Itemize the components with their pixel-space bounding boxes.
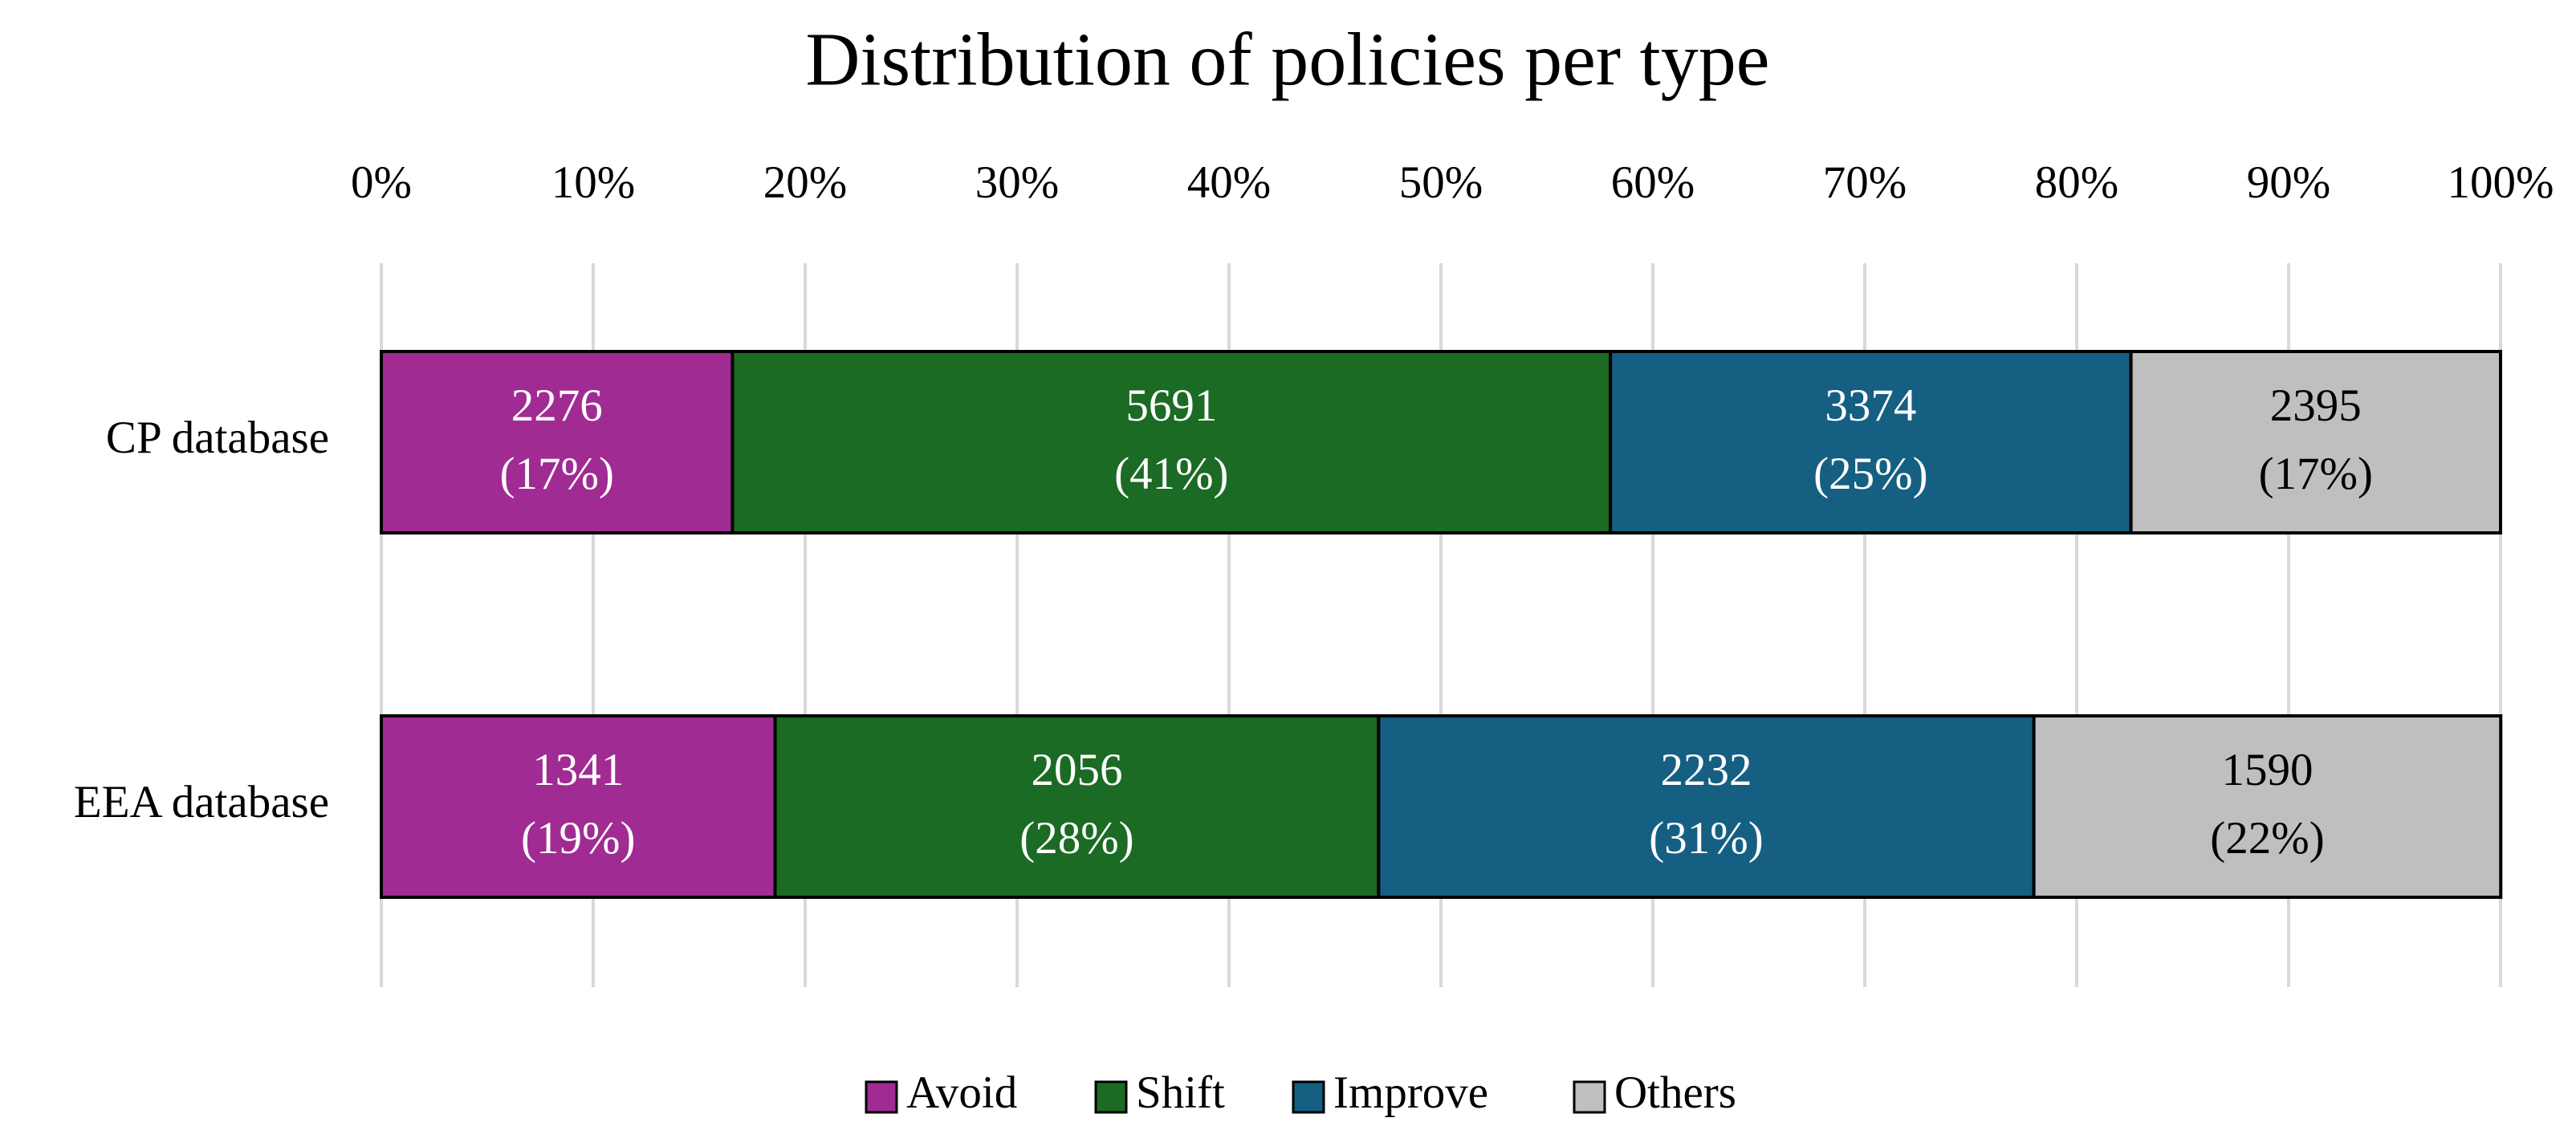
bar-segment [1609,350,2133,535]
chart-title: Distribution of policies per type [806,18,1770,102]
x-tick-label: 90% [2247,157,2330,208]
count-label: 2276 [511,380,603,431]
x-tick-label: 80% [2035,157,2118,208]
value-label: (17%) [2259,449,2373,499]
count-label: 3374 [1825,380,1916,431]
x-tick-label: 40% [1187,157,1271,208]
y-tick-label: EEA database [74,777,329,827]
legend-label: Others [1614,1067,1736,1118]
bar-segment [380,714,777,899]
x-tick-label: 10% [551,157,635,208]
value-label: (17%) [499,449,613,499]
bar-segment [2129,350,2502,535]
x-tick-label: 100% [2448,157,2554,208]
legend-label: Shift [1136,1067,1225,1118]
value-label: (41%) [1114,449,1228,499]
value-label: (28%) [1019,813,1133,864]
legend-label: Improve [1333,1067,1488,1118]
bar-segment [1377,714,2036,899]
value-label: (19%) [521,813,635,864]
count-label: 1590 [2221,745,2313,795]
x-tick-label: 0% [351,157,412,208]
count-label: 2232 [1661,745,1752,795]
legend-swatch [1573,1080,1606,1114]
value-label: (25%) [1813,449,1927,499]
x-tick-label: 30% [975,157,1059,208]
bar-segment [380,350,735,535]
x-tick-label: 70% [1823,157,1907,208]
value-label: (22%) [2210,813,2324,864]
x-tick-label: 20% [763,157,847,208]
count-label: 2056 [1031,745,1122,795]
legend-swatch [1292,1080,1325,1114]
legend-swatch [1094,1080,1128,1114]
y-tick-label: CP database [106,413,329,463]
x-tick-label: 50% [1399,157,1483,208]
count-label: 1341 [532,745,624,795]
value-label: (31%) [1649,813,1763,864]
bar-segment [773,714,1381,899]
count-label: 2395 [2270,380,2362,431]
x-tick-label: 60% [1611,157,1695,208]
count-label: 5691 [1125,380,1217,431]
legend-label: Avoid [906,1067,1017,1118]
bar-segment [730,350,1613,535]
legend-swatch [865,1080,898,1114]
bar-segment [2032,714,2503,899]
